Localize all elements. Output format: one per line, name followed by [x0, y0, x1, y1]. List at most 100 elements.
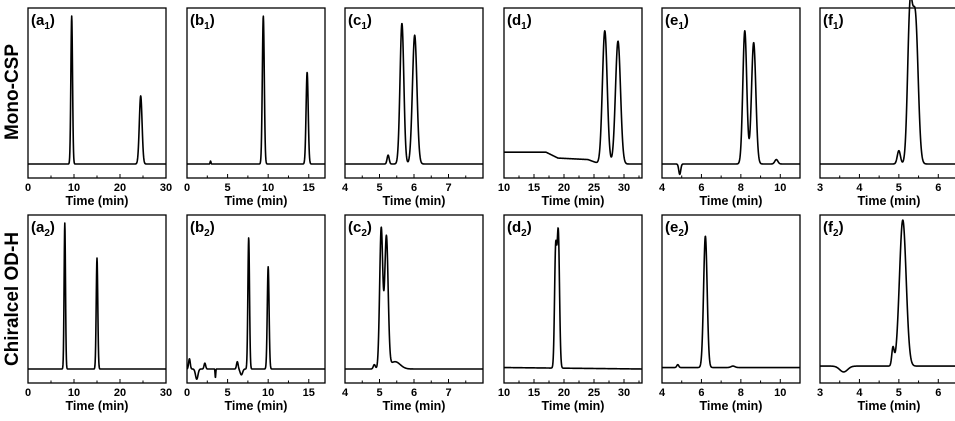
panel-b1: 0 5 10 15 Time (min) (b1) [184, 7, 326, 208]
x-tick-label: 15 [528, 387, 540, 399]
x-tick-label: 15 [303, 387, 315, 399]
x-tick-label: 7 [445, 182, 451, 194]
chromatogram-trace [344, 226, 484, 370]
x-tick-label: 5 [225, 182, 231, 194]
x-tick-label: 10 [68, 182, 80, 194]
x-tick-label: 20 [558, 182, 570, 194]
x-tick-label: 0 [25, 387, 31, 399]
x-tick-label: 4 [659, 387, 666, 399]
x-tick-label: 5 [225, 387, 231, 399]
panel-label: (c1) [348, 12, 372, 32]
chromatogram-trace [186, 15, 326, 165]
panel-label: (d2) [507, 219, 532, 239]
x-axis-label: Time (min) [383, 194, 446, 208]
panel-e1: 4 6 8 10 Time (min) (e1) [659, 7, 801, 208]
x-tick-label: 4 [856, 182, 863, 194]
x-tick-label: 10 [774, 387, 786, 399]
x-tick-label: 4 [659, 182, 666, 194]
chromatogram-trace [661, 235, 801, 369]
plot-frame [661, 7, 801, 179]
x-tick-label: 30 [160, 387, 172, 399]
x-axis-label: Time (min) [542, 194, 605, 208]
x-tick-label: 15 [303, 182, 315, 194]
x-tick-label: 4 [342, 182, 349, 194]
x-tick-label: 6 [935, 182, 941, 194]
panel-label: (b2) [190, 219, 215, 239]
panel-label: (f1) [823, 12, 844, 32]
x-tick-label: 15 [528, 182, 540, 194]
x-tick-label: 4 [856, 387, 863, 399]
x-axis-label: Time (min) [383, 399, 446, 413]
x-axis-label: Time (min) [225, 399, 288, 413]
panel-a1: 0 10 20 30 Time (min) (a1) [25, 7, 172, 208]
x-tick-label: 20 [114, 387, 126, 399]
plot-frame [344, 7, 484, 179]
x-tick-label: 30 [618, 387, 630, 399]
chromatogram-trace [27, 222, 167, 370]
row-label-mono-csp: Mono-CSP [2, 44, 23, 140]
x-tick-label: 5 [376, 387, 382, 399]
x-tick-label: 30 [618, 182, 630, 194]
chromatogram-trace [661, 29, 801, 176]
plot-frame [819, 7, 955, 179]
x-tick-label: 8 [738, 182, 744, 194]
x-axis-label: Time (min) [542, 399, 605, 413]
panel-a2: 0 10 20 30 Time (min) (a2) [25, 214, 172, 413]
x-tick-label: 5 [376, 182, 382, 194]
x-tick-label: 10 [498, 182, 510, 194]
panel-label: (d1) [507, 12, 532, 32]
x-axis-label: Time (min) [66, 399, 129, 413]
plot-frame [27, 7, 167, 179]
x-tick-label: 10 [498, 387, 510, 399]
x-axis-label: Time (min) [700, 194, 763, 208]
x-tick-label: 3 [817, 387, 823, 399]
panel-label: (e1) [665, 12, 689, 32]
x-tick-label: 5 [896, 387, 902, 399]
x-tick-label: 4 [342, 387, 349, 399]
panel-d2: 10 15 20 25 30 Time (min) (d2) [498, 214, 643, 413]
panel-label: (c2) [348, 219, 372, 239]
panel-f1: 3 4 5 6 Time (min) (f1) [817, 0, 955, 208]
plot-frame [819, 214, 955, 384]
x-tick-label: 0 [184, 387, 190, 399]
panel-f2: 3 4 5 6 Time (min) (f2) [817, 214, 955, 413]
x-axis-label: Time (min) [858, 399, 921, 413]
chromatogram-trace [344, 22, 484, 165]
panel-label: (e2) [665, 219, 689, 239]
x-tick-label: 6 [698, 387, 704, 399]
chromatogram-trace [503, 227, 643, 370]
x-tick-label: 3 [817, 182, 823, 194]
x-tick-label: 5 [896, 182, 902, 194]
x-tick-label: 20 [558, 387, 570, 399]
x-tick-label: 6 [935, 387, 941, 399]
x-axis-label: Time (min) [66, 194, 129, 208]
x-tick-label: 25 [588, 387, 600, 399]
x-tick-label: 10 [68, 387, 80, 399]
x-tick-label: 6 [411, 387, 417, 399]
x-tick-label: 20 [114, 182, 126, 194]
panel-label: (a2) [31, 219, 55, 239]
chromatogram-trace [186, 237, 326, 380]
x-axis-label: Time (min) [858, 194, 921, 208]
x-tick-label: 0 [25, 182, 31, 194]
plot-frame [661, 214, 801, 384]
x-tick-label: 25 [588, 182, 600, 194]
x-tick-label: 10 [774, 182, 786, 194]
panel-d1: 10 15 20 25 30 Time (min) (d1) [498, 7, 643, 208]
plot-frame [186, 214, 326, 384]
chromatogram-trace [503, 30, 643, 165]
x-axis-label: Time (min) [700, 399, 763, 413]
x-tick-label: 6 [411, 182, 417, 194]
plot-frame [503, 214, 643, 384]
plot-frame [503, 7, 643, 179]
row-label-chiralcel: Chiralcel OD-H [2, 232, 23, 366]
x-tick-label: 30 [160, 182, 172, 194]
x-tick-label: 6 [698, 182, 704, 194]
x-tick-label: 10 [262, 182, 274, 194]
plot-frame [186, 7, 326, 179]
panel-label: (b1) [190, 12, 215, 32]
x-tick-label: 8 [738, 387, 744, 399]
